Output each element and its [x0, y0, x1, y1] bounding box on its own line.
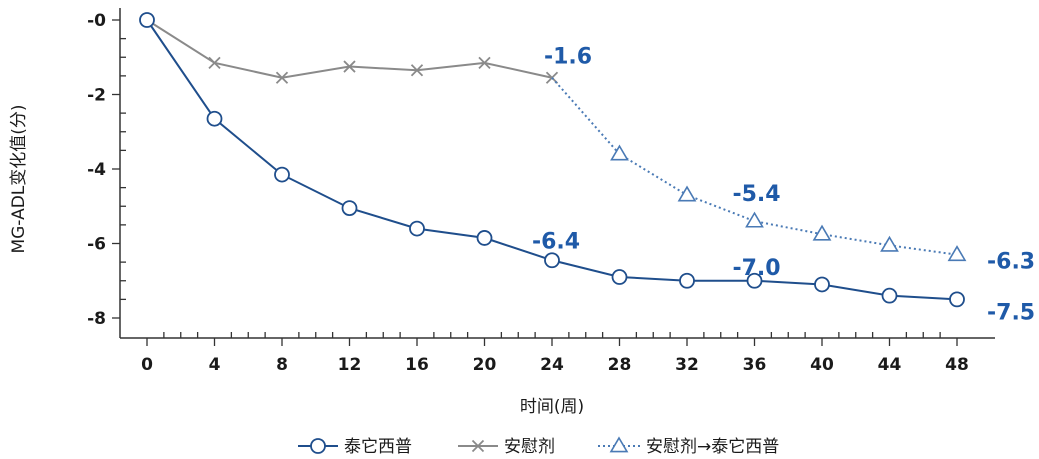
- data-point: [410, 64, 424, 77]
- data-point: [206, 110, 223, 127]
- data-point: [274, 166, 290, 183]
- legend-marker: [310, 438, 326, 454]
- y-tick-label: -0: [87, 11, 106, 31]
- legend-item: 安慰剂: [458, 437, 555, 457]
- data-point: [949, 291, 965, 308]
- x-ticks: 0 4 8 12 16 20 24 28 32 36 40 44 48: [141, 332, 969, 375]
- series-1: [140, 13, 559, 84]
- data-point: [880, 235, 899, 252]
- series-line: [146, 19, 553, 79]
- x-tick-label: 24: [540, 355, 564, 375]
- x-tick-label: 16: [405, 355, 429, 375]
- data-point: [746, 272, 763, 289]
- x-tick-label: 40: [810, 355, 834, 375]
- legend: 泰它西普 安慰剂 安慰剂→泰它西普: [298, 436, 779, 457]
- legend-label: 安慰剂→泰它西普: [646, 437, 779, 457]
- x-tick-label: 0: [141, 355, 153, 375]
- data-point: [812, 224, 832, 241]
- series-0: [139, 12, 965, 308]
- data-label: -7.0: [732, 256, 780, 281]
- y-axis-title: MG-ADL变化值(分): [9, 104, 29, 253]
- legend-label: 安慰剂: [504, 437, 555, 457]
- data-point: [341, 200, 358, 217]
- x-tick-label: 8: [276, 355, 288, 375]
- data-label: -7.5: [987, 300, 1035, 325]
- data-point: [544, 252, 560, 269]
- data-labels: -1.6 -5.4 -6.4 -7.0 -6.3 -7.5: [532, 45, 1035, 326]
- legend-item: 安慰剂→泰它西普: [598, 436, 779, 457]
- x-tick-label: 32: [675, 355, 699, 375]
- data-point: [343, 60, 356, 73]
- legend-marker: [609, 436, 629, 453]
- x-tick-label: 44: [878, 355, 902, 375]
- legend-label: 泰它西普: [344, 437, 412, 457]
- data-point: [677, 185, 697, 202]
- data-point: [611, 269, 628, 285]
- data-point: [139, 12, 155, 28]
- data-point: [679, 272, 695, 289]
- data-point: [208, 56, 221, 69]
- legend-item: 泰它西普: [298, 437, 412, 457]
- data-point: [476, 230, 493, 246]
- x-tick-label: 36: [743, 355, 767, 375]
- x-tick-label: 12: [338, 355, 362, 375]
- data-label: -1.6: [544, 45, 592, 70]
- x-tick-label: 28: [608, 355, 632, 375]
- y-tick-label: -2: [87, 86, 106, 106]
- series-2: [551, 77, 967, 262]
- x-tick-label: 4: [209, 355, 221, 375]
- x-axis-title: 时间(周): [520, 397, 584, 417]
- data-point: [610, 144, 629, 161]
- x-tick-label: 48: [945, 355, 969, 375]
- data-point: [275, 71, 289, 84]
- data-point: [947, 245, 967, 262]
- x-tick-label: 20: [473, 355, 497, 375]
- data-point: [409, 220, 425, 237]
- data-point: [478, 56, 491, 69]
- y-tick-label: -6: [87, 235, 106, 255]
- data-label: -5.4: [732, 182, 780, 207]
- data-point: [814, 276, 830, 293]
- axes: [119, 8, 995, 339]
- y-tick-label: -8: [87, 309, 106, 329]
- series-layer: [139, 12, 967, 308]
- legend-marker: [471, 439, 485, 453]
- series-line: [551, 77, 958, 256]
- y-ticks: -0 -2 -4 -6 -8: [87, 11, 126, 329]
- data-point: [881, 287, 898, 304]
- data-label: -6.3: [987, 250, 1035, 275]
- y-tick-label: -4: [87, 160, 106, 180]
- data-point: [745, 211, 764, 228]
- data-label: -6.4: [532, 229, 580, 254]
